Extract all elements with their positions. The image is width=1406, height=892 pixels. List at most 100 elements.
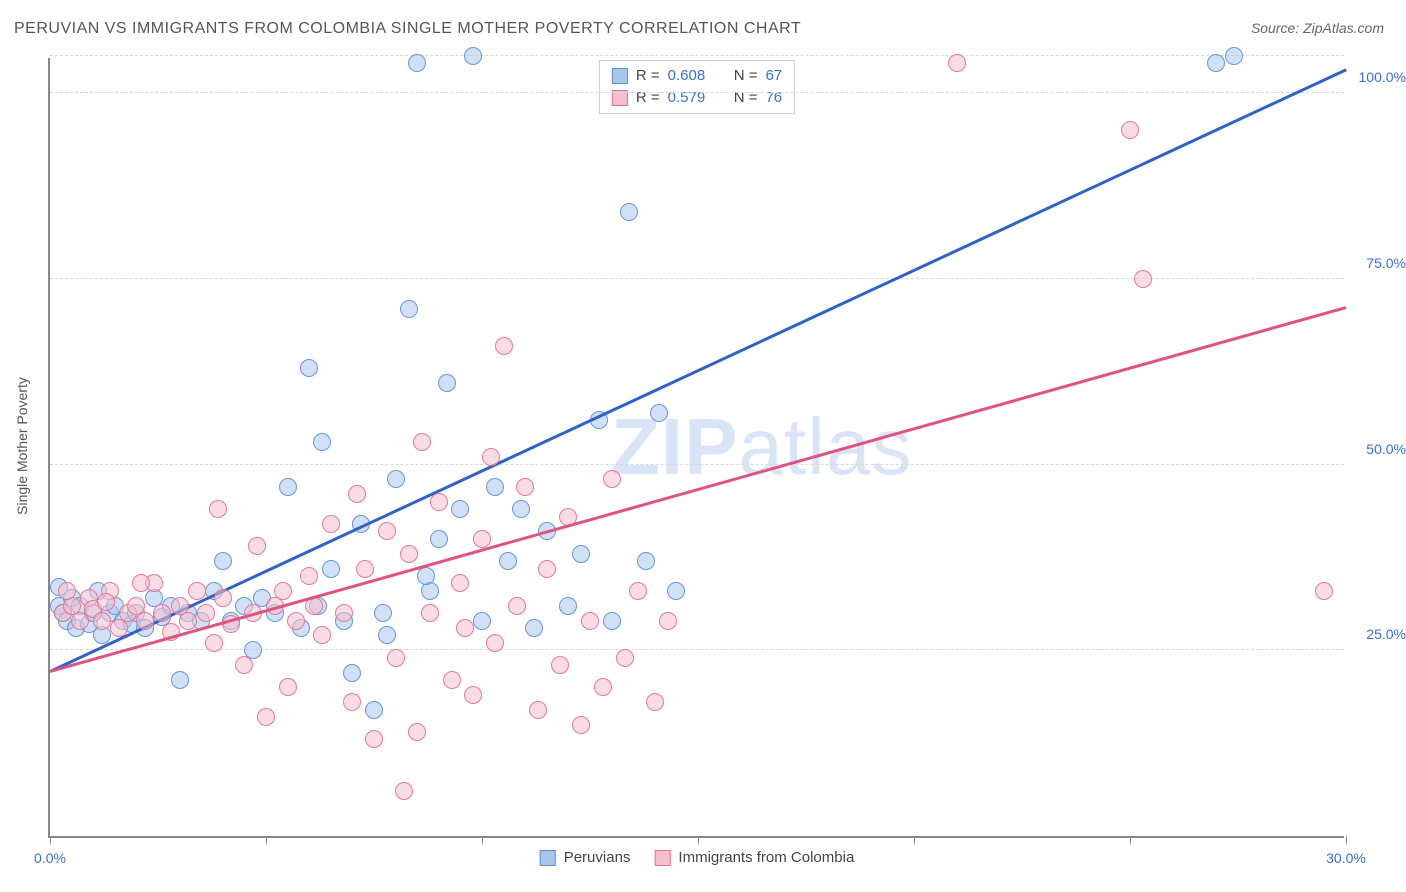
data-point: [659, 612, 677, 630]
legend-swatch: [612, 68, 628, 84]
data-point: [629, 582, 647, 600]
data-point: [430, 530, 448, 548]
data-point: [456, 619, 474, 637]
data-point: [499, 552, 517, 570]
data-point: [464, 47, 482, 65]
data-point: [1225, 47, 1243, 65]
data-point: [495, 337, 513, 355]
data-point: [430, 493, 448, 511]
data-point: [378, 522, 396, 540]
data-point: [408, 54, 426, 72]
data-point: [300, 567, 318, 585]
data-point: [274, 582, 292, 600]
chart-title: PERUVIAN VS IMMIGRANTS FROM COLOMBIA SIN…: [14, 20, 801, 38]
x-tick-label: 30.0%: [1326, 850, 1366, 866]
data-point: [667, 582, 685, 600]
data-point: [473, 612, 491, 630]
data-point: [482, 448, 500, 466]
trend-line: [50, 306, 1347, 672]
n-value: 67: [765, 65, 782, 87]
data-point: [572, 545, 590, 563]
data-point: [551, 656, 569, 674]
y-tick-label: 25.0%: [1366, 626, 1406, 642]
grid-line: [50, 55, 1344, 56]
x-tick: [266, 836, 267, 844]
x-tick: [698, 836, 699, 844]
data-point: [1315, 582, 1333, 600]
data-point: [93, 612, 111, 630]
data-point: [348, 485, 366, 503]
series-legend: Peruvians Immigrants from Colombia: [540, 849, 855, 866]
data-point: [209, 500, 227, 518]
data-point: [650, 404, 668, 422]
data-point: [451, 574, 469, 592]
data-point: [387, 470, 405, 488]
grid-line: [50, 464, 1344, 465]
stats-row: R = 0.579 N = 76: [612, 87, 782, 109]
trend-line: [49, 68, 1346, 672]
data-point: [322, 515, 340, 533]
data-point: [179, 612, 197, 630]
source-attribution: Source: ZipAtlas.com: [1251, 20, 1384, 36]
data-point: [378, 626, 396, 644]
data-point: [1207, 54, 1225, 72]
data-point: [313, 626, 331, 644]
data-point: [153, 604, 171, 622]
data-point: [279, 478, 297, 496]
data-point: [512, 500, 530, 518]
data-point: [559, 597, 577, 615]
legend-swatch: [540, 850, 556, 866]
data-point: [257, 708, 275, 726]
data-point: [538, 560, 556, 578]
data-point: [313, 433, 331, 451]
data-point: [322, 560, 340, 578]
legend-label: Peruvians: [564, 849, 631, 866]
data-point: [335, 604, 353, 622]
data-point: [473, 530, 491, 548]
data-point: [365, 730, 383, 748]
data-point: [400, 300, 418, 318]
data-point: [248, 537, 266, 555]
data-point: [620, 203, 638, 221]
data-point: [287, 612, 305, 630]
data-point: [374, 604, 392, 622]
data-point: [417, 567, 435, 585]
data-point: [343, 664, 361, 682]
r-value: 0.579: [668, 87, 706, 109]
y-tick-label: 75.0%: [1366, 255, 1406, 271]
legend-swatch: [654, 850, 670, 866]
legend-label: Immigrants from Colombia: [678, 849, 854, 866]
data-point: [438, 374, 456, 392]
x-tick: [1346, 836, 1347, 844]
correlation-stats-box: R = 0.608 N = 67R = 0.579 N = 76: [599, 60, 795, 114]
r-label: R =: [636, 65, 660, 87]
data-point: [387, 649, 405, 667]
data-point: [637, 552, 655, 570]
data-point: [1134, 270, 1152, 288]
data-point: [948, 54, 966, 72]
x-tick-label: 0.0%: [34, 850, 66, 866]
data-point: [205, 634, 223, 652]
data-point: [97, 593, 115, 611]
stats-row: R = 0.608 N = 67: [612, 65, 782, 87]
x-tick: [1130, 836, 1131, 844]
data-point: [408, 723, 426, 741]
data-point: [464, 686, 482, 704]
data-point: [572, 716, 590, 734]
data-point: [197, 604, 215, 622]
legend-item: Immigrants from Colombia: [654, 849, 854, 866]
data-point: [603, 470, 621, 488]
r-label: R =: [636, 87, 660, 109]
data-point: [508, 597, 526, 615]
r-value: 0.608: [668, 65, 706, 87]
data-point: [343, 693, 361, 711]
data-point: [451, 500, 469, 518]
data-point: [616, 649, 634, 667]
data-point: [400, 545, 418, 563]
x-tick: [482, 836, 483, 844]
data-point: [136, 612, 154, 630]
data-point: [235, 656, 253, 674]
data-point: [188, 582, 206, 600]
data-point: [365, 701, 383, 719]
legend-item: Peruvians: [540, 849, 631, 866]
